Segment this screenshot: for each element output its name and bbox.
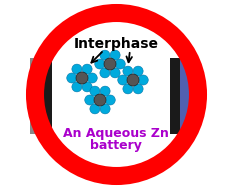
Circle shape xyxy=(110,68,120,78)
Text: a: a xyxy=(186,119,196,128)
Text: a: a xyxy=(164,150,174,160)
Bar xyxy=(42,58,52,134)
Circle shape xyxy=(105,95,115,105)
Text: C: C xyxy=(189,111,199,119)
Text: s: s xyxy=(36,118,46,125)
Circle shape xyxy=(35,13,198,176)
Text: i: i xyxy=(67,24,75,33)
Text: m: m xyxy=(52,33,65,46)
Text: e: e xyxy=(173,38,183,48)
Text: n: n xyxy=(91,12,99,22)
Text: a: a xyxy=(57,30,68,41)
Text: r: r xyxy=(52,143,61,152)
Circle shape xyxy=(72,64,82,74)
Circle shape xyxy=(82,82,92,92)
Circle shape xyxy=(100,86,110,96)
Text: o: o xyxy=(69,156,78,167)
Text: s: s xyxy=(146,162,154,172)
Circle shape xyxy=(115,59,125,69)
Circle shape xyxy=(90,104,100,114)
Circle shape xyxy=(87,73,97,83)
Text: o: o xyxy=(153,158,163,168)
Text: i: i xyxy=(140,14,146,24)
Text: Interphase: Interphase xyxy=(73,37,158,51)
Circle shape xyxy=(85,95,95,105)
Text: d: d xyxy=(97,11,104,21)
Text: n: n xyxy=(75,18,85,29)
Circle shape xyxy=(76,72,88,84)
Text: o: o xyxy=(165,30,176,41)
Text: a: a xyxy=(182,127,193,136)
Text: o: o xyxy=(71,21,80,31)
Text: s: s xyxy=(176,43,186,52)
Text: P: P xyxy=(82,163,91,174)
Text: battery: battery xyxy=(90,139,142,153)
Text: e: e xyxy=(39,124,49,133)
Text: h: h xyxy=(187,115,198,124)
Text: t: t xyxy=(161,153,169,163)
Circle shape xyxy=(94,94,106,106)
Text: t: t xyxy=(62,27,71,37)
Text: i: i xyxy=(43,132,52,139)
Circle shape xyxy=(123,66,133,76)
Text: r: r xyxy=(173,142,182,150)
Text: i: i xyxy=(171,145,179,153)
Circle shape xyxy=(123,84,133,94)
Text: e: e xyxy=(56,147,67,158)
Circle shape xyxy=(133,66,143,76)
Text: r: r xyxy=(162,27,171,37)
Bar xyxy=(180,58,192,134)
Text: c: c xyxy=(169,34,179,44)
Text: An Aqueous Zn: An Aqueous Zn xyxy=(63,126,169,139)
Text: e: e xyxy=(175,138,186,147)
Text: o: o xyxy=(144,16,152,26)
Text: r: r xyxy=(50,39,60,48)
Text: t: t xyxy=(135,13,141,22)
Text: u: u xyxy=(129,11,136,21)
Bar xyxy=(170,58,180,134)
Text: o: o xyxy=(46,43,57,53)
Text: a: a xyxy=(86,14,94,24)
Text: n: n xyxy=(150,160,159,170)
Circle shape xyxy=(110,50,120,60)
Circle shape xyxy=(90,86,100,96)
Circle shape xyxy=(82,64,92,74)
Text: F: F xyxy=(44,48,54,57)
Bar xyxy=(30,58,42,134)
Circle shape xyxy=(100,50,110,60)
Text: o: o xyxy=(119,10,125,19)
Circle shape xyxy=(100,68,110,78)
Text: c: c xyxy=(180,131,191,140)
Circle shape xyxy=(133,84,143,94)
Circle shape xyxy=(127,74,139,86)
Text: t: t xyxy=(178,135,188,143)
Circle shape xyxy=(138,75,148,85)
Text: z: z xyxy=(167,147,177,157)
Circle shape xyxy=(67,73,77,83)
Text: l: l xyxy=(125,11,129,20)
Text: t: t xyxy=(47,137,56,146)
Circle shape xyxy=(95,59,105,69)
Text: i: i xyxy=(158,156,165,165)
Circle shape xyxy=(104,58,116,70)
Text: e: e xyxy=(108,10,114,19)
Text: p: p xyxy=(62,152,72,163)
Text: r: r xyxy=(76,161,83,170)
Text: v: v xyxy=(114,10,119,19)
Circle shape xyxy=(100,104,110,114)
Circle shape xyxy=(72,82,82,92)
Text: p: p xyxy=(157,23,167,34)
Text: n: n xyxy=(148,18,158,29)
Text: r: r xyxy=(185,124,194,131)
Text: s: s xyxy=(179,48,189,57)
Circle shape xyxy=(118,75,128,85)
